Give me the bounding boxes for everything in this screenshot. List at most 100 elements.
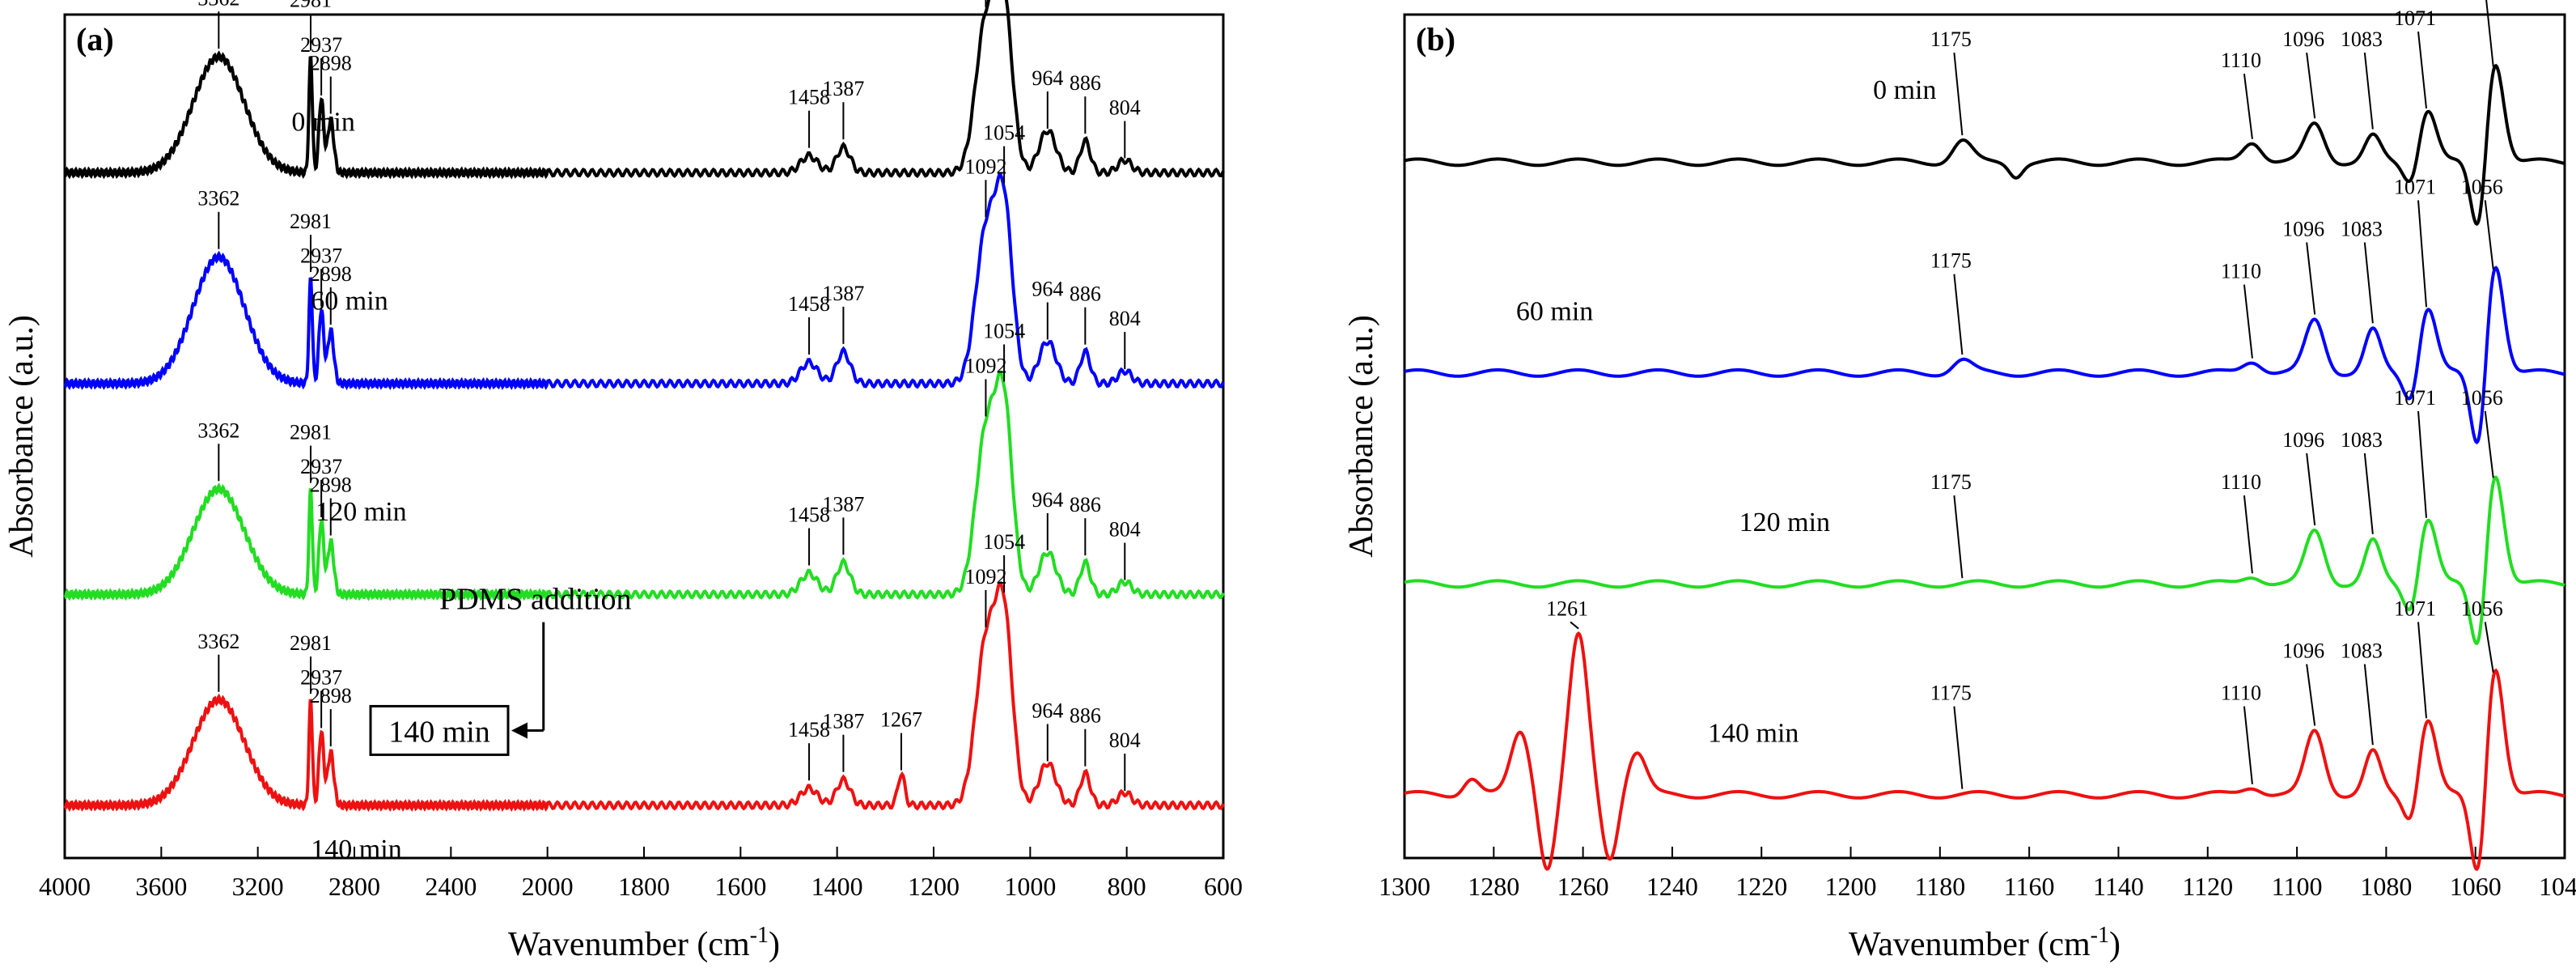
x-axis-label: Wavenumber (cm-1) — [508, 923, 780, 963]
peak-label: 964 — [1032, 277, 1063, 300]
x-tick-label: 600 — [1204, 872, 1243, 901]
peak-leader — [2306, 452, 2316, 526]
peak-leader — [2243, 284, 2253, 359]
peak-label: 1110 — [2221, 260, 2261, 283]
peak-label: 1083 — [2341, 218, 2383, 241]
peak-label: 1110 — [2221, 682, 2261, 705]
peak-label: 1056 — [2461, 597, 2503, 620]
x-tick-label: 1200 — [1825, 872, 1877, 901]
peak-label: 2981 — [290, 0, 332, 12]
peak-leader — [2306, 242, 2316, 315]
x-tick-label: 1180 — [1914, 872, 1965, 901]
x-tick-label: 1140 — [2093, 872, 2144, 901]
series-label: 120 min — [316, 497, 406, 527]
x-axis-label-end: ) — [769, 926, 780, 963]
peak-label: 804 — [1109, 96, 1141, 120]
peak-label: 1056 — [2461, 175, 2503, 198]
x-tick-label: 1060 — [2450, 872, 2502, 901]
peak-label: 3362 — [197, 187, 239, 210]
peak-label: 2981 — [290, 421, 332, 444]
peak-label: 1096 — [2282, 28, 2324, 51]
series-label: 0 min — [291, 107, 354, 137]
peak-label: 1267 — [880, 708, 922, 732]
peak-label: 1054 — [983, 530, 1025, 554]
x-tick-label: 1400 — [811, 872, 863, 901]
x-tick-label: 1300 — [1379, 872, 1430, 901]
series-label: 0 min — [1873, 75, 1936, 105]
peak-label: 886 — [1070, 71, 1101, 95]
peak-leader — [2243, 706, 2253, 784]
peak-label: 1110 — [2221, 470, 2261, 494]
peak-label: 1096 — [2282, 639, 2324, 663]
peak-label: 1458 — [788, 503, 830, 527]
peak-label: 2981 — [290, 210, 332, 233]
peak-label: 804 — [1109, 307, 1141, 330]
peak-label: 964 — [1032, 488, 1063, 512]
series-label: 60 min — [311, 287, 388, 316]
peak-label: 1083 — [2341, 28, 2383, 51]
peak-leader — [1570, 621, 1579, 630]
peak-label: 886 — [1070, 282, 1101, 306]
peak-label: 1071 — [2394, 597, 2436, 620]
peak-label: 1092 — [964, 354, 1006, 377]
peak-label: 1054 — [983, 319, 1025, 342]
series-line-60-min — [1404, 265, 2565, 444]
peak-label: 2937 — [300, 665, 342, 689]
peak-label: 886 — [1070, 493, 1101, 516]
peak-leader — [2363, 452, 2374, 534]
peak-label: 804 — [1109, 518, 1141, 542]
x-tick-label: 1600 — [714, 872, 766, 901]
x-tick-label: 1100 — [2272, 872, 2323, 901]
peak-label: 964 — [1032, 699, 1063, 722]
x-axis-label: Wavenumber (cm-1) — [1849, 923, 2121, 963]
x-tick-label: 2800 — [328, 872, 380, 901]
peak-label: 1071 — [2394, 386, 2436, 410]
x-tick-label: 3200 — [232, 872, 284, 901]
peak-leader — [1953, 274, 1964, 355]
peak-label: 1387 — [822, 492, 864, 516]
boxed-140-min-label: 140 min — [388, 715, 490, 749]
x-tick-label: 1160 — [2004, 872, 2055, 901]
peak-label: 2898 — [310, 474, 352, 497]
x-tick-label: 1240 — [1646, 872, 1698, 901]
peak-label: 1387 — [822, 282, 864, 305]
series-label: 120 min — [1739, 508, 1830, 537]
peak-label: 1083 — [2341, 428, 2383, 452]
peak-leader — [2363, 242, 2374, 324]
peak-label: 1175 — [1930, 249, 1972, 273]
peak-leader — [2243, 495, 2253, 574]
peak-leader — [2306, 664, 2316, 726]
pdms-addition-note: PDMS addition — [439, 583, 632, 617]
x-tick-label: 3600 — [135, 872, 187, 901]
series-line-0-min — [1404, 63, 2565, 227]
peak-label: 804 — [1109, 729, 1141, 752]
peak-leader — [2417, 410, 2428, 518]
series-line-140-min — [1404, 631, 2565, 872]
x-tick-label: 4000 — [39, 872, 91, 901]
x-tick-label: 1220 — [1735, 872, 1787, 901]
peak-leader — [1953, 706, 1964, 789]
plot-frame — [1403, 13, 2566, 860]
peak-label: 2937 — [300, 244, 342, 267]
peak-leader — [1953, 495, 1964, 579]
peak-leader — [2417, 622, 2428, 719]
y-axis-label: Absorbance (a.u.) — [3, 315, 40, 558]
peak-label: 2898 — [310, 684, 352, 707]
peak-leader — [2363, 52, 2374, 130]
peak-label: 2898 — [310, 262, 352, 286]
series-label: 60 min — [1516, 297, 1593, 327]
peak-leader — [2484, 200, 2494, 270]
series-label: 140 min — [311, 835, 401, 864]
x-axis-label-end: ) — [2109, 926, 2121, 963]
series-line-60-min — [63, 172, 1225, 391]
panel-b-chart: 1300 1280 1260 1240 1220 1200 1180 1160 1140 1120… — [1343, 0, 2576, 963]
panel-letter: (a) — [76, 21, 114, 57]
peak-leader — [2417, 31, 2428, 109]
peak-label: 1110 — [2221, 49, 2261, 72]
y-axis-label: Absorbance (a.u.) — [1343, 315, 1380, 558]
x-tick-label: 1040 — [2539, 872, 2576, 901]
peak-label: 1175 — [1930, 470, 1972, 494]
series-label: 140 min — [1708, 719, 1799, 749]
x-tick-label: 1260 — [1557, 872, 1609, 901]
